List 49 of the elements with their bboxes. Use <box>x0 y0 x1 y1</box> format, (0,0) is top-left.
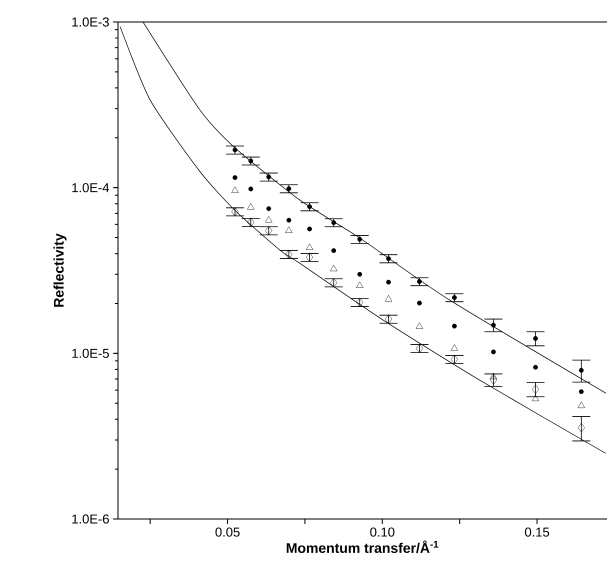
point <box>450 354 458 364</box>
y-tick-label: 1.0E-5 <box>72 348 109 358</box>
point <box>248 186 254 192</box>
point <box>357 272 362 277</box>
point <box>286 218 292 223</box>
point <box>356 298 364 308</box>
point <box>330 264 338 272</box>
point <box>307 226 312 232</box>
point <box>450 344 458 351</box>
point <box>232 175 238 180</box>
point <box>491 350 496 354</box>
point <box>578 422 585 432</box>
point <box>416 322 424 329</box>
point <box>578 402 585 408</box>
point <box>331 248 336 254</box>
point <box>330 278 338 288</box>
point <box>231 186 239 193</box>
x-tick-label: 0.15 <box>524 528 550 537</box>
y-tick-label: 1.0E-6 <box>72 514 109 524</box>
point <box>247 218 254 228</box>
point <box>533 336 538 341</box>
point <box>417 300 422 306</box>
point <box>266 206 272 212</box>
point <box>285 250 292 260</box>
point <box>578 368 584 373</box>
point <box>578 389 584 394</box>
point <box>416 344 424 354</box>
point <box>231 207 239 216</box>
point <box>265 216 272 222</box>
point <box>285 226 293 233</box>
point <box>306 252 314 262</box>
point <box>356 282 364 288</box>
y-tick-label: 1.0E-4 <box>72 183 110 192</box>
point <box>386 280 391 285</box>
x-tick-label: 0.10 <box>370 528 394 537</box>
point <box>452 324 457 329</box>
y-axis-title: Reflectivity <box>53 233 66 307</box>
x-tick-label: 0.05 <box>215 528 240 537</box>
point <box>384 314 392 324</box>
point <box>247 203 254 210</box>
point <box>490 375 497 385</box>
x-axis-title: Momentum transfer/Å$^{-1}$ <box>286 540 438 554</box>
y-tick-label: 1.0E-3 <box>72 17 109 27</box>
point <box>491 322 496 328</box>
point <box>306 244 314 250</box>
point <box>265 226 272 236</box>
point <box>532 384 540 394</box>
point <box>533 364 538 370</box>
point <box>384 295 392 302</box>
